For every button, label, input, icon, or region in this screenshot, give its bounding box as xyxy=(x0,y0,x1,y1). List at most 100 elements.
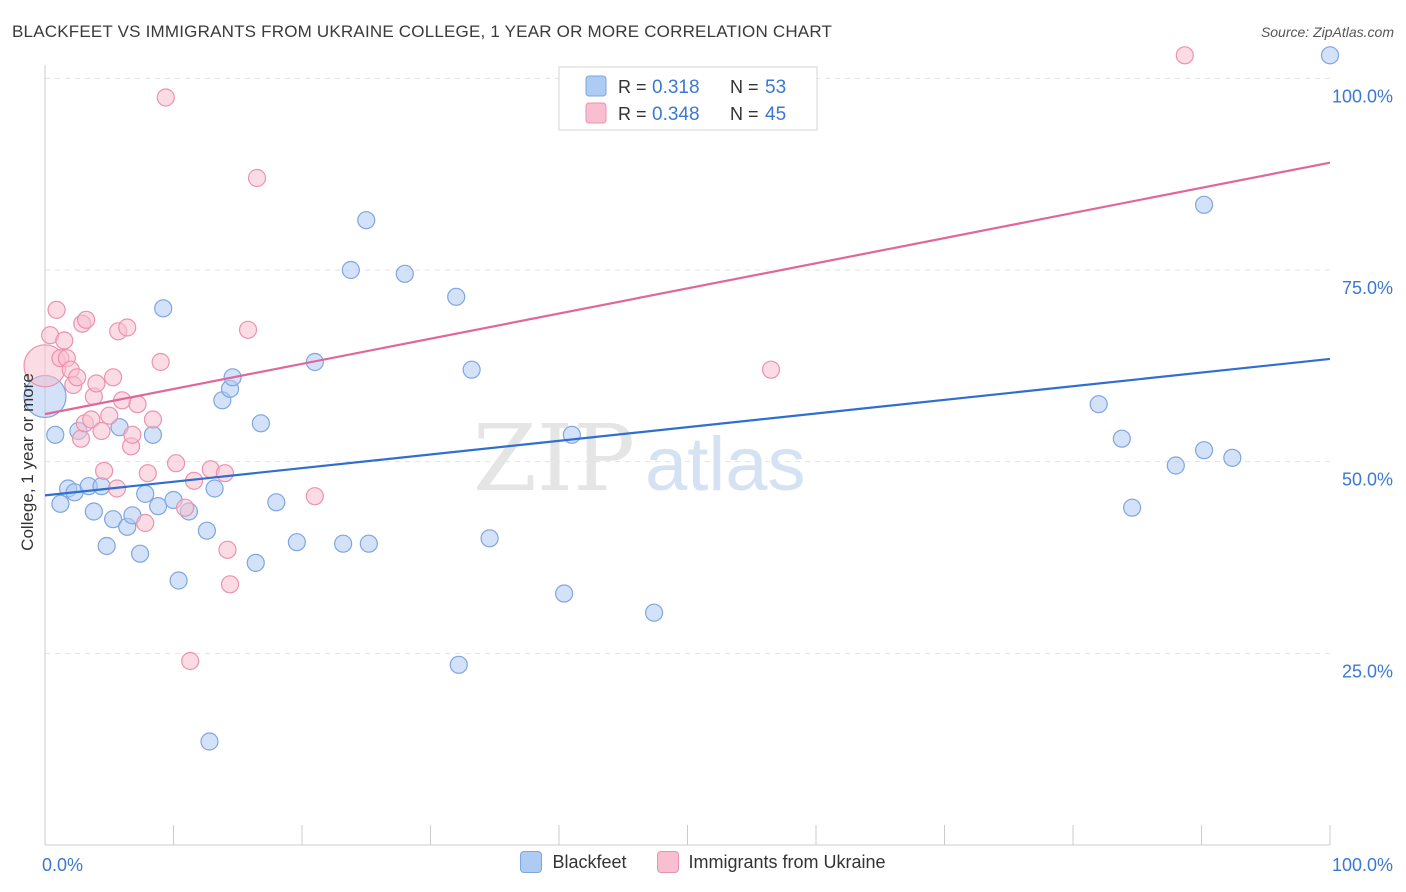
point-ukraine xyxy=(71,429,91,448)
point-ukraine xyxy=(68,368,87,387)
point-blackfeet xyxy=(246,553,265,572)
point-ukraine xyxy=(181,651,200,671)
point-blackfeet xyxy=(1194,441,1214,460)
legend-r-value-ukraine: 0.348 xyxy=(652,104,700,125)
point-ukraine xyxy=(247,168,267,188)
point-ukraine xyxy=(305,487,324,506)
point-blackfeet xyxy=(359,534,378,553)
watermark-atlas: atlas xyxy=(645,422,806,507)
point-ukraine xyxy=(104,368,123,387)
points-layer xyxy=(23,46,1340,751)
point-ukraine xyxy=(77,310,96,329)
point-blackfeet xyxy=(84,502,103,521)
point-blackfeet xyxy=(1194,195,1214,214)
y-tick-label: 25.0% xyxy=(1342,661,1393,681)
y-axis-label: College, 1 year or more xyxy=(18,373,37,551)
point-ukraine xyxy=(151,352,170,372)
watermark: ZIP atlas xyxy=(473,405,806,512)
bottom-legend: Blackfeet Immigrants from Ukraine xyxy=(0,851,1406,873)
legend-r-label: R = xyxy=(618,104,647,124)
axis-layer: 100.0% 75.0% 50.0% 25.0% 0.0% 100.0% xyxy=(42,65,1393,875)
legend-n-value-ukraine: 45 xyxy=(765,104,786,125)
watermark-zip: ZIP xyxy=(473,405,635,512)
point-blackfeet xyxy=(197,521,217,540)
point-blackfeet xyxy=(154,299,173,318)
point-blackfeet xyxy=(287,533,306,552)
point-ukraine xyxy=(138,464,157,483)
point-blackfeet xyxy=(1223,448,1242,467)
point-ukraine xyxy=(220,575,240,594)
point-blackfeet xyxy=(1089,395,1108,414)
legend-swatch-blackfeet xyxy=(585,75,607,97)
point-blackfeet xyxy=(251,414,270,433)
point-blackfeet xyxy=(130,544,150,563)
point-ukraine xyxy=(215,464,234,483)
point-blackfeet xyxy=(462,360,481,379)
point-blackfeet xyxy=(1166,456,1185,475)
chart-title: BLACKFEET VS IMMIGRANTS FROM UKRAINE COL… xyxy=(12,22,833,41)
point-ukraine xyxy=(92,421,111,441)
legend-swatch-ukraine xyxy=(585,102,607,124)
point-ukraine xyxy=(238,320,258,339)
point-blackfeet xyxy=(92,477,111,496)
point-ukraine xyxy=(218,540,237,559)
legend-box: R = 0.318 N = 53 R = 0.348 N = 45 xyxy=(558,66,818,131)
point-ukraine xyxy=(100,406,119,425)
bottom-legend-item-ukraine: Immigrants from Ukraine xyxy=(656,851,886,873)
bottom-legend-swatch-blackfeet xyxy=(520,851,543,873)
source-label: Source: ZipAtlas.com xyxy=(1260,24,1394,40)
bottom-legend-label: Blackfeet xyxy=(552,851,627,872)
point-blackfeet xyxy=(341,260,360,280)
point-blackfeet xyxy=(104,510,123,529)
point-blackfeet xyxy=(267,493,286,512)
point-blackfeet xyxy=(136,484,155,503)
y-tick-label: 50.0% xyxy=(1342,470,1393,490)
point-blackfeet xyxy=(447,287,466,306)
point-blackfeet xyxy=(449,655,468,674)
point-blackfeet xyxy=(143,425,163,444)
legend-r-label: R = xyxy=(618,77,647,97)
grid-layer xyxy=(45,77,1330,654)
point-blackfeet xyxy=(395,264,414,283)
point-blackfeet xyxy=(200,732,219,751)
x-tick-label: 100.0% xyxy=(1332,855,1393,875)
point-ukraine xyxy=(143,410,163,429)
trend-line-ukraine xyxy=(44,161,1331,416)
point-blackfeet xyxy=(205,479,224,498)
x-tick-label: 0.0% xyxy=(42,855,83,875)
point-ukraine xyxy=(175,498,195,517)
point-blackfeet xyxy=(1112,429,1131,448)
point-ukraine xyxy=(47,300,66,319)
point-ukraine xyxy=(761,360,781,379)
point-ukraine xyxy=(136,513,155,533)
bottom-legend-swatch-ukraine xyxy=(656,851,679,873)
legend-r-value-blackfeet: 0.318 xyxy=(652,77,700,98)
legend-n-value-blackfeet: 53 xyxy=(765,77,786,98)
legend-n-label: N = xyxy=(730,77,759,97)
point-blackfeet xyxy=(148,497,168,516)
point-ukraine xyxy=(156,88,175,107)
point-blackfeet xyxy=(46,425,65,444)
point-ukraine xyxy=(1175,46,1194,65)
point-blackfeet xyxy=(169,571,188,590)
point-ukraine xyxy=(118,318,137,337)
point-ukraine xyxy=(166,454,186,473)
point-ukraine xyxy=(82,410,101,429)
point-blackfeet xyxy=(97,536,116,556)
y-tick-label: 75.0% xyxy=(1342,278,1393,298)
point-blackfeet xyxy=(357,211,376,230)
y-tick-label: 100.0% xyxy=(1332,86,1393,106)
trend-line-blackfeet xyxy=(44,357,1331,497)
bottom-legend-item-blackfeet: Blackfeet xyxy=(520,851,627,873)
point-ukraine xyxy=(95,461,114,480)
point-ukraine xyxy=(87,374,106,393)
legend-n-label: N = xyxy=(730,104,759,124)
point-blackfeet xyxy=(555,584,574,603)
point-blackfeet xyxy=(644,603,664,622)
point-blackfeet xyxy=(51,494,70,513)
point-blackfeet xyxy=(480,529,499,548)
point-blackfeet xyxy=(1320,46,1340,65)
point-ukraine xyxy=(123,425,142,444)
point-blackfeet xyxy=(1123,498,1142,517)
